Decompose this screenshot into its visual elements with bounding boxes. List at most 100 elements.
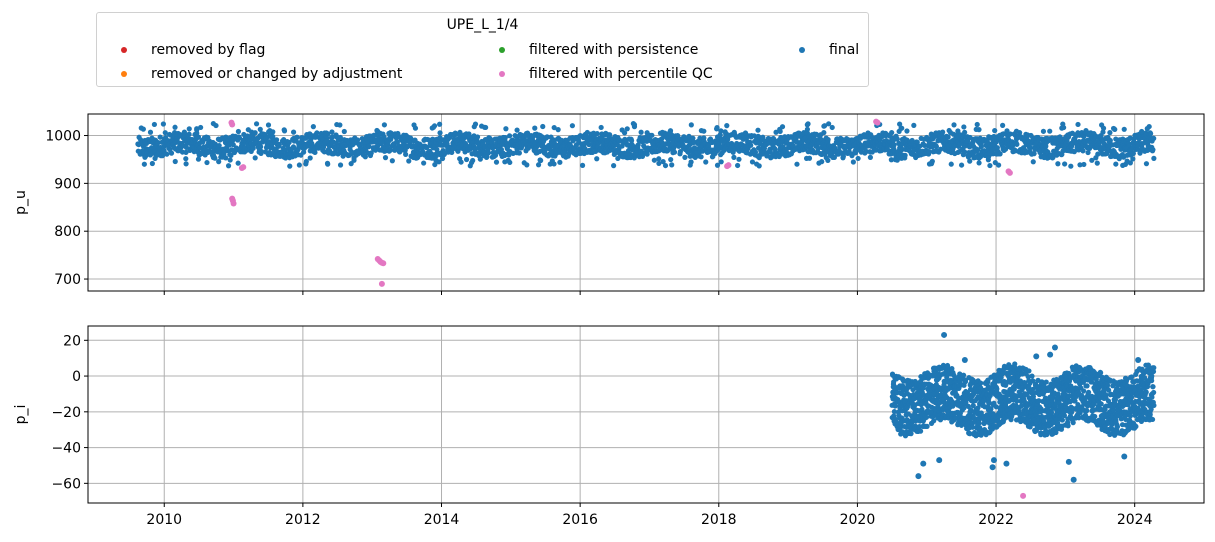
point-final [662,162,669,169]
point-final [936,457,943,464]
point-final [1040,128,1047,134]
point-final [152,155,158,161]
point-final [287,163,293,169]
y-tick-label: −20 [51,405,81,421]
point-final [891,384,898,390]
point-final [1075,121,1081,128]
point-final [988,406,994,412]
point-final [1100,419,1107,425]
point-final [973,154,979,161]
point-final [505,157,511,163]
point-final [535,162,542,168]
point-final [961,356,968,363]
point-final [898,155,905,161]
point-percentile-qc [1020,492,1027,499]
legend-item-final: final [799,40,859,60]
point-final [1139,128,1145,135]
point-final [557,159,563,165]
point-final [1031,151,1037,157]
point-final [915,473,922,480]
point-final [920,460,927,467]
axes-frame [87,113,1205,292]
point-final [724,123,730,129]
point-final [931,418,937,424]
point-final [962,129,968,135]
point-final [551,124,557,131]
x-tick-label: 2024 [1117,512,1153,528]
point-final [1085,149,1091,156]
point-final [690,135,696,141]
point-final [439,155,446,162]
point-final [891,408,897,415]
point-final [1151,155,1157,161]
point-final [467,146,473,152]
point-final [946,127,952,134]
point-final [821,130,827,136]
point-final [258,144,264,150]
point-final [917,428,924,434]
point-final [867,154,873,160]
point-final [1151,402,1157,409]
point-final [225,147,231,154]
point-final [722,129,728,135]
point-final [1027,424,1033,430]
point-final [1147,411,1153,418]
point-final [474,134,481,140]
point-final [805,121,811,127]
point-final [1082,412,1089,419]
y-tick-label: 700 [54,272,81,288]
point-final [514,127,520,133]
point-final [976,160,982,166]
point-final [1100,125,1107,131]
point-final [624,126,630,132]
point-final [151,121,158,128]
point-final [898,420,904,426]
point-final [955,128,961,134]
point-final [172,124,178,130]
point-final [1068,163,1074,169]
point-final [351,157,357,163]
point-final [1093,155,1099,161]
point-final [314,130,320,136]
point-final [290,129,297,135]
point-final [611,163,617,169]
point-final [1113,161,1119,167]
point-final [437,121,443,127]
point-final [1094,160,1100,166]
point-final [471,124,477,130]
point-final [1150,147,1156,153]
point-final [649,132,655,138]
point-final [671,149,678,155]
point-final [753,161,760,167]
point-final [1007,131,1013,137]
point-final [951,122,957,128]
point-final [274,137,280,143]
point-final [483,124,489,131]
point-final [374,127,380,134]
point-final [223,155,229,161]
point-final [1107,137,1113,144]
point-final [718,128,724,134]
data-points [889,331,1157,499]
point-final [1033,353,1040,360]
point-final [682,154,688,160]
legend-item-removed-by-flag: removed by flag [121,40,265,60]
x-tick-label: 2018 [701,512,737,528]
point-final [894,157,900,163]
legend-label: removed or changed by adjustment [151,66,403,82]
point-final [253,121,260,127]
point-final [1134,378,1140,384]
point-final [433,157,439,163]
point-final [897,121,903,127]
point-final [1104,382,1111,388]
point-final [411,122,417,128]
point-final [804,126,810,132]
point-final [914,139,920,145]
point-final [235,160,241,166]
point-final [1130,150,1136,157]
point-final [1051,344,1058,351]
point-final [992,127,998,134]
point-final [1085,389,1092,395]
x-tick-label: 2010 [146,512,182,528]
